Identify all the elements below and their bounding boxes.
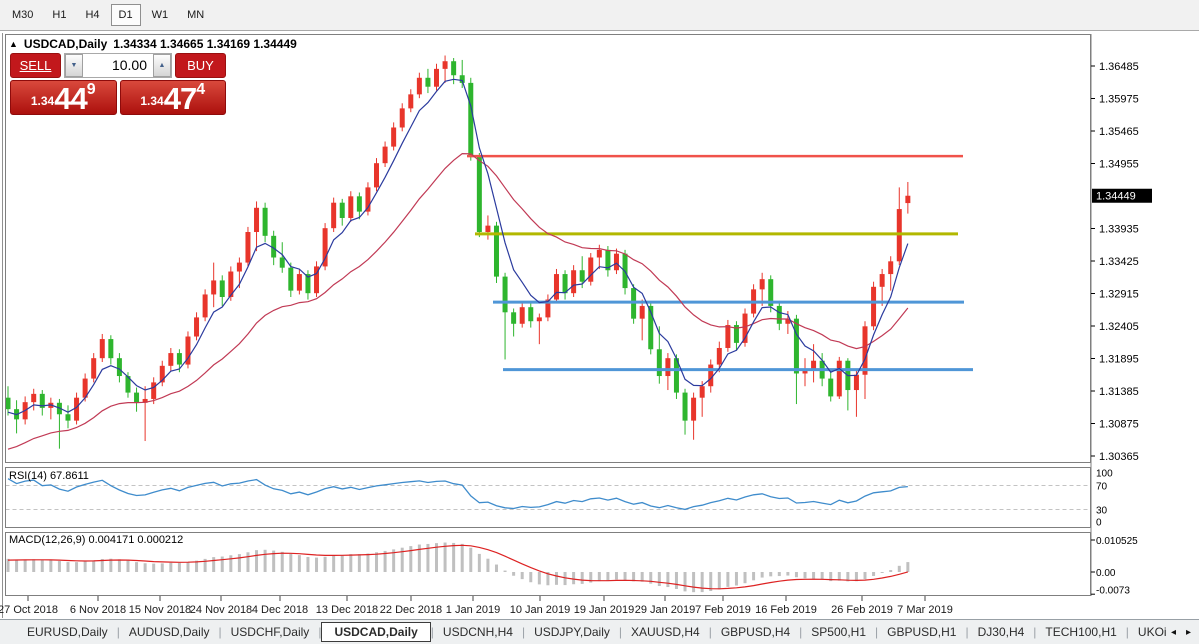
svg-text:1.35465: 1.35465 bbox=[1099, 126, 1139, 138]
timeframe-button-h1[interactable]: H1 bbox=[52, 9, 67, 21]
collapse-arrow-icon[interactable]: ▲ bbox=[9, 39, 18, 49]
chart-tab-eurusd-daily[interactable]: EURUSD,Daily bbox=[27, 625, 108, 639]
macd-label: MACD(12,26,9) 0.004171 0.000212 bbox=[9, 534, 184, 546]
svg-text:15 Nov 2018: 15 Nov 2018 bbox=[129, 604, 191, 616]
chart-tab-dj30-h4[interactable]: DJ30,H4 bbox=[977, 625, 1025, 639]
volume-decrease-button[interactable]: ▼ bbox=[65, 54, 83, 77]
chart-tab-usdcnh-h4[interactable]: USDCNH,H4 bbox=[442, 625, 513, 639]
arrow-down-icon: ▼ bbox=[70, 62, 78, 69]
chart-ohlc-values: 1.34334 1.34665 1.34169 1.34449 bbox=[113, 37, 297, 51]
svg-text:26 Feb 2019: 26 Feb 2019 bbox=[831, 604, 893, 616]
svg-text:4 Dec 2018: 4 Dec 2018 bbox=[252, 604, 308, 616]
svg-text:1.32915: 1.32915 bbox=[1099, 289, 1139, 301]
tab-scroll-right-icon[interactable]: ▸ bbox=[1181, 627, 1196, 638]
svg-text:100: 100 bbox=[1096, 469, 1113, 480]
sell-price-pipette: 9 bbox=[86, 81, 96, 98]
sell-price-prefix: 1.34 bbox=[30, 94, 55, 108]
svg-text:6 Nov 2018: 6 Nov 2018 bbox=[70, 604, 126, 616]
svg-text:1.31385: 1.31385 bbox=[1099, 386, 1139, 398]
svg-text:-0.0073: -0.0073 bbox=[1096, 586, 1130, 597]
svg-text:30: 30 bbox=[1096, 506, 1108, 517]
svg-text:70: 70 bbox=[1096, 482, 1108, 493]
tab-separator: | bbox=[799, 625, 803, 639]
rsi-label: RSI(14) 67.8611 bbox=[9, 470, 89, 482]
tab-scroll-arrows: ◂ ▸ bbox=[1166, 627, 1199, 638]
volume-spinner: ▼ 10.00 ▲ bbox=[64, 53, 172, 78]
buy-price-big-digits: 47 bbox=[163, 81, 197, 116]
svg-text:1.30875: 1.30875 bbox=[1099, 419, 1139, 431]
buy-price-panel[interactable]: 1.34 47 4 bbox=[119, 80, 226, 116]
price-chart[interactable]: 1.36485 1.35975 1.35465 1.34955 1.33935 1.334… bbox=[0, 31, 1199, 620]
svg-text:1.30365: 1.30365 bbox=[1099, 451, 1139, 463]
buy-price-pipette: 4 bbox=[196, 81, 206, 98]
buy-button[interactable]: BUY bbox=[175, 53, 226, 78]
volume-input[interactable]: 10.00 bbox=[83, 54, 153, 77]
chart-tab-gbpusd-h1[interactable]: GBPUSD,H1 bbox=[887, 625, 957, 639]
buy-price-prefix: 1.34 bbox=[140, 94, 164, 108]
svg-text:13 Dec 2018: 13 Dec 2018 bbox=[316, 604, 378, 616]
chart-tab-gbpusd-h4[interactable]: GBPUSD,H4 bbox=[720, 625, 791, 639]
tab-separator: | bbox=[1125, 625, 1129, 639]
tab-separator: | bbox=[708, 625, 712, 639]
svg-text:19 Jan 2019: 19 Jan 2019 bbox=[574, 604, 635, 616]
chart-tab-tech100-h1[interactable]: TECH100,H1 bbox=[1045, 625, 1117, 639]
timeframe-button-d1[interactable]: D1 bbox=[110, 4, 141, 26]
chart-tab-xauusd-h4[interactable]: XAUUSD,H4 bbox=[631, 625, 700, 639]
sell-button-label: SELL bbox=[19, 58, 52, 73]
chart-tab-ukoil-[interactable]: UKOil, bbox=[1137, 625, 1166, 639]
chart-title: ▲ USDCAD,Daily 1.34334 1.34665 1.34169 1… bbox=[9, 37, 297, 51]
svg-text:1.34449: 1.34449 bbox=[1096, 191, 1136, 203]
svg-text:27 Oct 2018: 27 Oct 2018 bbox=[0, 604, 58, 616]
svg-text:0.00: 0.00 bbox=[1096, 568, 1116, 579]
sell-button[interactable]: SELL bbox=[10, 53, 61, 78]
svg-text:0.010525: 0.010525 bbox=[1096, 536, 1138, 547]
svg-text:1.36485: 1.36485 bbox=[1099, 61, 1139, 73]
tab-separator: | bbox=[1033, 625, 1037, 639]
svg-text:10 Jan 2019: 10 Jan 2019 bbox=[510, 604, 571, 616]
tab-separator: | bbox=[430, 625, 434, 639]
svg-text:7 Feb 2019: 7 Feb 2019 bbox=[695, 604, 751, 616]
svg-text:1.35975: 1.35975 bbox=[1099, 94, 1139, 106]
tab-separator: | bbox=[218, 625, 222, 639]
tab-separator: | bbox=[116, 625, 120, 639]
svg-text:1 Jan 2019: 1 Jan 2019 bbox=[446, 604, 500, 616]
volume-increase-button[interactable]: ▲ bbox=[153, 54, 171, 77]
svg-text:7 Mar 2019: 7 Mar 2019 bbox=[897, 604, 953, 616]
timeframe-button-m30[interactable]: M30 bbox=[12, 9, 34, 21]
tab-scroll-left-icon[interactable]: ◂ bbox=[1166, 627, 1181, 638]
svg-text:29 Jan 2019: 29 Jan 2019 bbox=[635, 604, 696, 616]
arrow-up-icon: ▲ bbox=[158, 62, 166, 69]
sell-price-panel[interactable]: 1.34 44 9 bbox=[10, 80, 117, 115]
svg-text:0: 0 bbox=[1096, 518, 1102, 529]
svg-text:24 Nov 2018: 24 Nov 2018 bbox=[190, 604, 252, 616]
svg-text:1.32405: 1.32405 bbox=[1099, 321, 1139, 333]
chart-tab-usdcad-daily[interactable]: USDCAD,Daily bbox=[321, 622, 431, 642]
svg-text:16 Feb 2019: 16 Feb 2019 bbox=[755, 604, 817, 616]
timeframe-toolbar: M30 H1 H4 D1 W1 MN bbox=[0, 0, 1199, 31]
tab-separator: | bbox=[618, 625, 622, 639]
tab-separator: | bbox=[965, 625, 969, 639]
tab-separator: | bbox=[875, 625, 879, 639]
timeframe-button-w1[interactable]: W1 bbox=[151, 9, 169, 21]
buy-button-label: BUY bbox=[187, 58, 214, 73]
svg-text:1.33425: 1.33425 bbox=[1099, 256, 1139, 268]
chart-tab-audusd-daily[interactable]: AUDUSD,Daily bbox=[128, 625, 210, 639]
one-click-trading-panel: SELL ▼ 10.00 ▲ BUY 1.34 44 9 1.34 47 4 bbox=[10, 53, 226, 115]
tab-separator: | bbox=[318, 625, 322, 639]
sell-price-big-digits: 44 bbox=[54, 81, 87, 116]
chart-tab-usdjpy-daily[interactable]: USDJPY,Daily bbox=[534, 625, 610, 639]
svg-text:1.31895: 1.31895 bbox=[1099, 354, 1139, 366]
chart-tab-sp500-h1[interactable]: SP500,H1 bbox=[811, 625, 866, 639]
tab-separator: | bbox=[521, 625, 526, 639]
svg-text:1.34955: 1.34955 bbox=[1099, 159, 1139, 171]
chart-symbol: USDCAD,Daily bbox=[23, 37, 108, 51]
timeframe-button-h4[interactable]: H4 bbox=[85, 9, 100, 21]
chart-tabbar: EURUSD,Daily | AUDUSD,Daily | USDCHF,Daily | U… bbox=[0, 619, 1199, 644]
chart-tab-usdchf-daily[interactable]: USDCHF,Daily bbox=[230, 625, 310, 639]
timeframe-button-mn[interactable]: MN bbox=[187, 9, 205, 21]
svg-text:1.33935: 1.33935 bbox=[1099, 224, 1139, 236]
svg-text:22 Dec 2018: 22 Dec 2018 bbox=[380, 604, 442, 616]
